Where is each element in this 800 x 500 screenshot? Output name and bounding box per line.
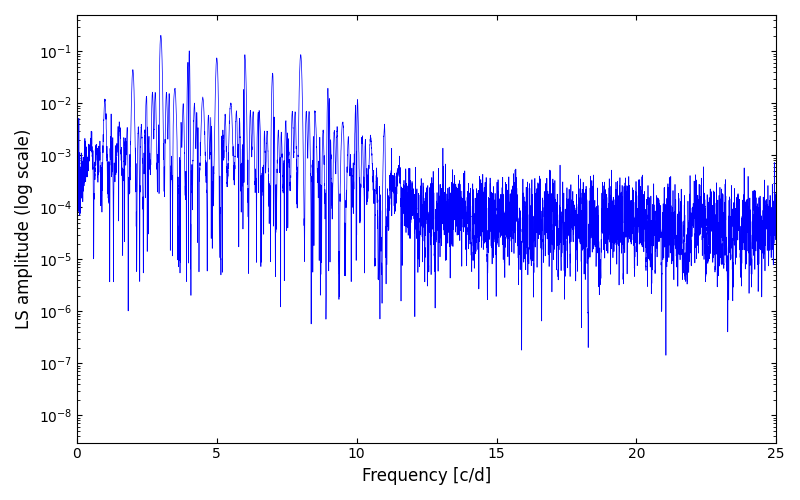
Y-axis label: LS amplitude (log scale): LS amplitude (log scale) — [15, 128, 33, 329]
X-axis label: Frequency [c/d]: Frequency [c/d] — [362, 467, 491, 485]
